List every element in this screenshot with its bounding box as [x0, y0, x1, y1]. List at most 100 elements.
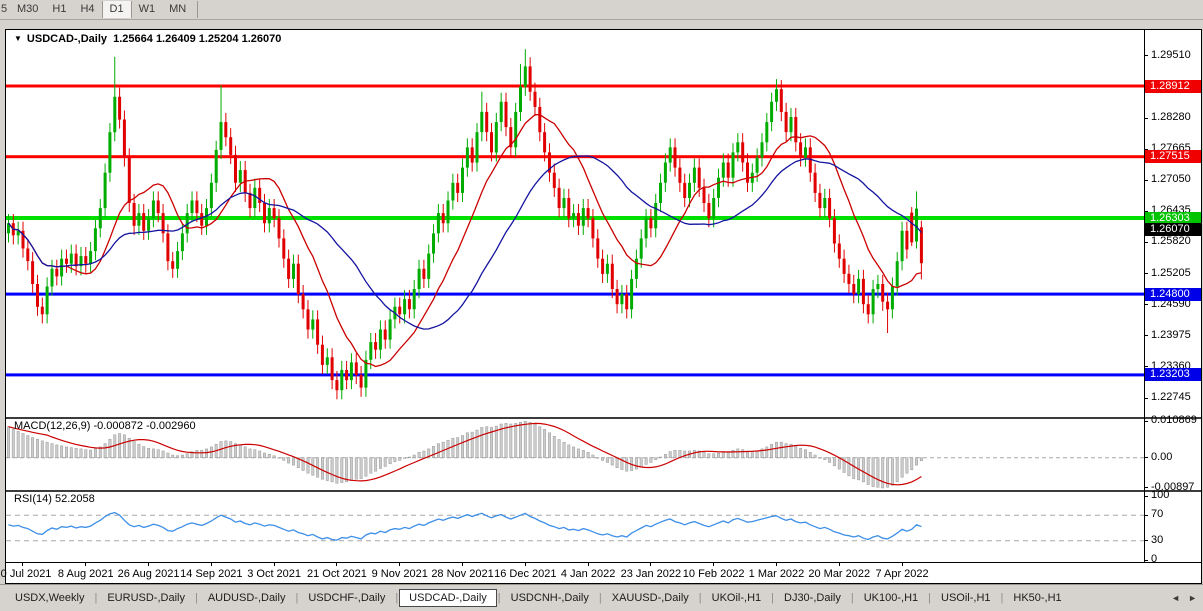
tab-separator: |	[850, 592, 854, 604]
date-axis[interactable]: 20 Jul 2021 8 Aug 2021 26 Aug 2021 14 Sep 2…	[0, 563, 1144, 583]
price-chart-canvas[interactable]	[6, 30, 1144, 417]
date-label: 23 Jan 2022	[620, 568, 682, 580]
price-tick-mark	[1144, 397, 1148, 399]
timeframe-button-h4[interactable]: H4	[80, 3, 95, 15]
price-tick-mark	[1144, 366, 1148, 368]
tab-separator: |	[1000, 592, 1004, 604]
timeframe-button-w1[interactable]: W1	[138, 3, 156, 15]
chart-ohlc-values: 1.25664 1.26409 1.25204 1.26070	[113, 33, 282, 45]
symbol-tab-hk50[interactable]: HK50-,H1	[1013, 592, 1062, 604]
date-tick-mark	[399, 563, 401, 566]
tab-separator: |	[771, 592, 774, 604]
price-tick-mark	[1144, 304, 1148, 306]
rsi-axis-label-tick	[1144, 495, 1148, 497]
macd-axis-label-tick	[1144, 420, 1148, 422]
macd-axis-label: 0.010869	[1151, 414, 1197, 426]
price-tick-mark	[1144, 210, 1148, 212]
date-tick-mark	[901, 563, 903, 566]
timeframe-button-d1[interactable]: D1	[101, 1, 132, 18]
level-price-badge: 1.24800	[1145, 287, 1201, 301]
symbol-tab-usdcnh[interactable]: USDCNH-,Daily	[510, 592, 589, 604]
symbol-tab-usdx[interactable]: USDX,Weekly	[15, 592, 85, 604]
timeframe-button-h1[interactable]: H1	[52, 3, 67, 15]
symbol-tab-xauusd[interactable]: XAUUSD-,Daily	[611, 592, 689, 604]
date-label: 21 Oct 2021	[306, 568, 367, 580]
symbol-tab-eurusd[interactable]: EURUSD-,Daily	[107, 592, 185, 604]
timeframe-button-m30[interactable]: M30	[17, 3, 39, 15]
date-label: 16 Dec 2021	[494, 568, 557, 580]
date-tick-mark	[462, 563, 464, 566]
symbol-dropdown-icon[interactable]: ▼	[14, 34, 22, 43]
price-tick-label: 1.25820	[1151, 235, 1191, 248]
date-label: 14 Sep 2021	[180, 568, 243, 580]
macd-axis-label: 0.00	[1151, 450, 1173, 463]
macd-canvas[interactable]	[6, 419, 1144, 490]
date-tick-mark	[650, 563, 652, 566]
timeframe-toolbar: 5 M30 H1 H4 D1 W1 MN	[0, 0, 1203, 20]
level-price-badge: 1.23203	[1145, 368, 1201, 382]
date-tick-mark	[587, 563, 589, 566]
price-tick-mark	[1144, 179, 1148, 181]
price-tick-label: 1.22745	[1151, 391, 1191, 404]
price-tick-label: 1.28280	[1151, 111, 1191, 124]
level-price-badge: 1.27515	[1145, 150, 1201, 164]
price-tick-mark	[1144, 273, 1148, 275]
symbol-tab-usoil[interactable]: USOil-,H1	[941, 592, 991, 604]
date-label: 20 Mar 2022	[808, 568, 871, 580]
price-tick-mark	[1144, 117, 1148, 119]
tab-scroll-right-icon[interactable]: ►	[1188, 593, 1197, 603]
date-tick-mark	[713, 563, 715, 566]
chart-window: ▼ USDCAD-,Daily 1.25664 1.26409 1.25204 1…	[0, 29, 1202, 584]
macd-axis-label-tick	[1144, 457, 1148, 459]
date-label: 20 Jul 2021	[0, 568, 52, 580]
macd-signal-line	[8, 422, 922, 486]
date-label: 8 Aug 2021	[57, 568, 114, 580]
level-price-badge: 1.28912	[1145, 79, 1201, 93]
symbol-tab-usdchf[interactable]: USDCHF-,Daily	[308, 592, 386, 604]
date-label: 4 Jan 2022	[560, 568, 616, 580]
date-label: 9 Nov 2021	[371, 568, 428, 580]
rsi-panel-splitter[interactable]	[6, 490, 1201, 492]
tab-scroll-left-icon[interactable]: ◄	[1171, 593, 1181, 603]
horizontal-level-line[interactable]	[6, 373, 1144, 377]
timeframe-button-5[interactable]: 5	[0, 3, 8, 15]
rsi-axis-label: 70	[1151, 508, 1164, 521]
rsi-axis-label: 30	[1151, 533, 1164, 546]
timeframe-button-mn[interactable]: MN	[169, 3, 187, 15]
date-tick-mark	[22, 563, 24, 566]
rsi-canvas[interactable]	[6, 492, 1144, 562]
date-tick-mark	[85, 563, 87, 566]
date-label: 3 Oct 2021	[247, 568, 302, 580]
symbol-tab-audusd[interactable]: AUDUSD-,Daily	[207, 592, 286, 604]
price-tick-mark	[1144, 55, 1148, 57]
date-label: 10 Feb 2022	[682, 568, 745, 580]
rsi-axis-label-tick	[1144, 540, 1148, 542]
price-tick-label: 1.23975	[1151, 328, 1191, 341]
macd-indicator-label: MACD(12,26,9) -0.000872 -0.002960	[14, 420, 196, 432]
symbol-tab-ukoil[interactable]: UKOil-,H1	[711, 592, 762, 604]
date-tick-mark	[336, 563, 338, 566]
symbol-tab-uk100[interactable]: UK100-,H1	[863, 592, 919, 604]
tab-separator: |	[395, 592, 399, 604]
date-tick-mark	[148, 563, 150, 566]
tab-separator: |	[194, 592, 198, 604]
date-axis-separator	[6, 562, 1201, 563]
current-price-badge: 1.26070	[1145, 223, 1201, 237]
tab-separator: |	[928, 592, 931, 604]
price-axis[interactable]: 1.29510 1.28280 1.27665 1.27050 1.26435 1.258…	[1144, 30, 1201, 562]
rsi-axis-label: 0	[1151, 553, 1158, 565]
toolbar-group-separator	[197, 1, 199, 18]
price-tick-label: 1.27050	[1151, 173, 1191, 186]
horizontal-level-line[interactable]	[6, 292, 1144, 296]
horizontal-level-line[interactable]	[6, 84, 1144, 88]
tab-separator: |	[598, 592, 602, 604]
date-label: 28 Nov 2021	[431, 568, 494, 580]
price-tick-label: 1.24590	[1151, 297, 1191, 310]
tab-scroll-buttons: ◄ ►	[1171, 593, 1203, 603]
price-tick-label: 1.29510	[1151, 48, 1191, 61]
chart-symbol-label: USDCAD-,Daily	[26, 33, 107, 45]
symbol-tab-usdcad[interactable]: USDCAD-,Daily	[399, 589, 497, 607]
macd-panel-splitter[interactable]	[6, 417, 1201, 419]
symbol-tab-dj30[interactable]: DJ30-,Daily	[784, 592, 841, 604]
